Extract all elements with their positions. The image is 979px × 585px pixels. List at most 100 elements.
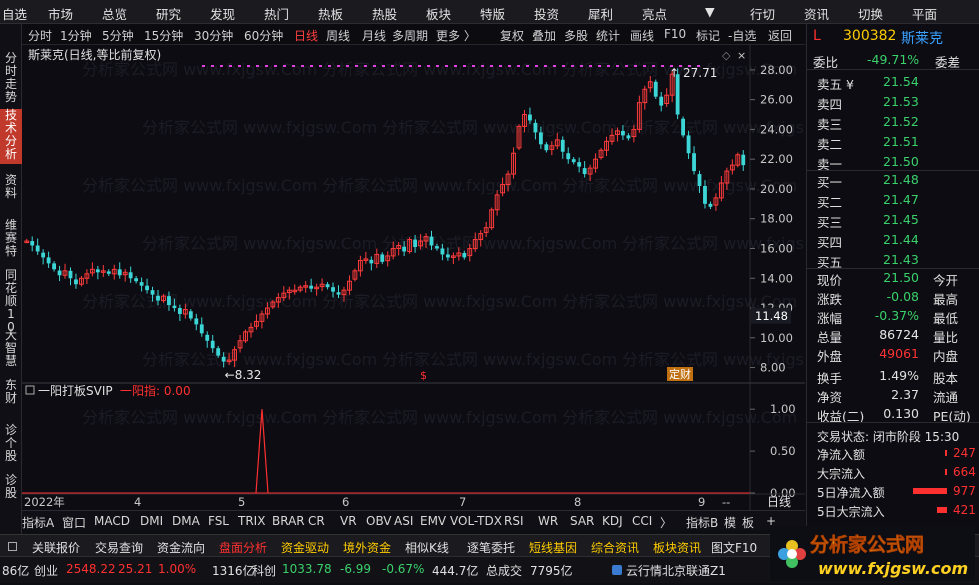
top-menu-item-3[interactable]: 研究 <box>156 7 182 22</box>
collapse-icon[interactable] <box>25 385 35 395</box>
top-menu-item-12[interactable]: 亮点 <box>642 7 668 22</box>
watermark-text: 分析家公式网 www.fxjgsw.Com <box>382 350 617 369</box>
indicator-tab-10[interactable]: OBV <box>366 514 392 528</box>
diamond-icon[interactable]: ◇ <box>722 49 731 62</box>
indicator-tab-0[interactable]: 指标A <box>22 516 55 530</box>
indicator-tab-15[interactable]: WR <box>538 514 559 528</box>
event-marker-fin[interactable]: 定财 <box>669 367 691 381</box>
close-icon[interactable]: × <box>737 49 746 62</box>
indicator-tab-13[interactable]: VOL-TDX <box>450 514 502 528</box>
indicator-tab-11[interactable]: ASI <box>394 514 414 528</box>
indicator-tab-8[interactable]: CR <box>308 514 325 528</box>
indicator-tab-1[interactable]: 窗口 <box>62 516 87 530</box>
toolbar-item-17[interactable]: 标记 <box>696 29 721 43</box>
toolbar-item-12[interactable]: 叠加 <box>532 29 557 43</box>
indicator-tab-18[interactable]: CCI <box>632 514 653 528</box>
toolbar-item-6[interactable]: 日线 <box>294 29 319 43</box>
indicator-tab-17[interactable]: KDJ <box>602 514 623 528</box>
indicator-tab-19[interactable]: 〉 <box>660 516 673 530</box>
indicator-tab-12[interactable]: EMV <box>420 514 447 528</box>
toolbar-item-8[interactable]: 月线 <box>362 29 387 43</box>
indicator-tab-14[interactable]: RSI <box>504 514 524 528</box>
func-tab-2[interactable]: 资金流向 <box>157 541 206 555</box>
x-axis-more[interactable]: -- <box>722 495 730 509</box>
func-tab-0[interactable]: 关联报价 <box>32 541 81 555</box>
indicator-tab-21[interactable]: 模 <box>724 516 737 530</box>
toolbar-item-19[interactable]: 返回 <box>768 29 793 43</box>
status-item-1: 创业 <box>34 564 59 578</box>
ask-price: 21.54 <box>883 74 919 89</box>
toolbar-item-2[interactable]: 5分钟 <box>102 29 134 43</box>
toolbar-item-0[interactable]: 分时 <box>28 29 53 43</box>
event-marker-s[interactable]: $ <box>420 369 427 382</box>
top-menu-item-5[interactable]: 热门 <box>264 7 290 22</box>
top-menu-item-9[interactable]: 特版 <box>480 7 506 22</box>
func-tab-5[interactable]: 境外资金 <box>343 541 392 555</box>
top-menu-item-7[interactable]: 热股 <box>372 7 398 22</box>
menu-square-icon[interactable] <box>8 542 17 551</box>
top-menu-item-11[interactable]: 犀利 <box>588 7 614 22</box>
func-tab-11[interactable]: 图文F10 <box>711 541 758 555</box>
top-menu-item-16[interactable]: 切换 <box>858 7 884 22</box>
func-tab-4[interactable]: 资金驱动 <box>281 541 330 555</box>
indicator-tab-7[interactable]: BRAR <box>272 514 305 528</box>
top-menu-item-8[interactable]: 板块 <box>426 7 452 22</box>
func-tab-9[interactable]: 综合资讯 <box>591 541 640 555</box>
chart-area[interactable]: 分析家公式网 www.fxjgsw.Com 分析家公式网 www.fxjgsw.C… <box>22 45 857 510</box>
left-tab-8[interactable]: 诊股 <box>4 473 17 500</box>
left-tab-7[interactable]: 诊个股 <box>4 423 17 463</box>
left-tab-2[interactable]: 资料 <box>4 173 17 200</box>
func-tab-3[interactable]: 盘面分析 <box>219 541 268 555</box>
top-menu-item-17[interactable]: 平面 <box>912 7 938 22</box>
func-tab-6[interactable]: 相似K线 <box>405 541 449 555</box>
func-tab-1[interactable]: 交易查询 <box>95 541 144 555</box>
top-menu-item-0[interactable]: 自选 <box>2 7 28 22</box>
left-tab-5[interactable]: 大智慧 <box>4 328 17 368</box>
indicator-tab-6[interactable]: TRIX <box>238 514 266 528</box>
candle-body <box>281 292 287 299</box>
func-tab-7[interactable]: 逐笔委托 <box>467 541 516 555</box>
indicator-tab-16[interactable]: SAR <box>570 514 595 528</box>
watermark-text: 分析家公式网 www.fxjgsw.Com <box>322 408 557 427</box>
indicator-tab-5[interactable]: FSL <box>208 514 229 528</box>
candle-body <box>303 285 309 288</box>
top-menu-item-14[interactable]: 行切 <box>750 7 776 22</box>
func-tab-10[interactable]: 板块资讯 <box>653 541 702 555</box>
signal-dash <box>229 65 232 67</box>
toolbar-item-7[interactable]: 周线 <box>326 29 351 43</box>
toolbar-item-4[interactable]: 30分钟 <box>194 29 234 43</box>
top-menu-item-13[interactable]: ▼ <box>705 4 715 19</box>
left-tab-0[interactable]: 分时走势 <box>4 51 17 104</box>
left-tab-4[interactable]: 同花顺10 <box>4 268 17 334</box>
top-menu-item-10[interactable]: 投资 <box>534 7 560 22</box>
toolbar-item-1[interactable]: 1分钟 <box>60 29 92 43</box>
toolbar-item-10[interactable]: 更多 〉 <box>436 29 476 43</box>
top-menu-item-4[interactable]: 发现 <box>210 7 236 22</box>
indicator-tab-3[interactable]: DMI <box>140 514 164 528</box>
left-tab-6[interactable]: 东财 <box>4 378 17 405</box>
indicator-tab-2[interactable]: MACD <box>94 514 130 528</box>
toolbar-item-14[interactable]: 统计 <box>596 29 621 43</box>
func-tab-8[interactable]: 短线基因 <box>529 541 578 555</box>
indicator-tab-4[interactable]: DMA <box>172 514 200 528</box>
top-menu-item-15[interactable]: 资讯 <box>804 7 830 22</box>
indicator-tab-20[interactable]: 指标B <box>686 516 719 530</box>
toolbar-item-3[interactable]: 15分钟 <box>144 29 184 43</box>
top-menu-item-6[interactable]: 热板 <box>318 7 344 22</box>
toolbar-item-18[interactable]: -自选 <box>728 29 757 43</box>
toolbar-item-16[interactable]: F10 <box>664 27 687 41</box>
left-tab-1[interactable]: 技术分析 <box>0 109 22 164</box>
left-tab-3[interactable]: 维赛特 <box>4 218 17 258</box>
top-menu-item-2[interactable]: 总览 <box>102 7 128 22</box>
toolbar-item-5[interactable]: 60分钟 <box>244 29 284 43</box>
kline-chart-svg[interactable]: 分析家公式网 www.fxjgsw.Com 分析家公式网 www.fxjgsw.C… <box>22 45 857 510</box>
indicator-tab-22[interactable]: 板 <box>742 516 755 530</box>
top-menu-item-1[interactable]: 市场 <box>48 7 74 22</box>
indicator-tab-23[interactable]: + <box>766 514 777 528</box>
indicator-tab-9[interactable]: VR <box>340 514 357 528</box>
toolbar-item-11[interactable]: 复权 <box>500 29 525 43</box>
site-logo: 分析家公式网 www.fxjgsw.com <box>770 526 975 581</box>
toolbar-item-13[interactable]: 多股 <box>564 29 589 43</box>
toolbar-item-15[interactable]: 画线 <box>630 29 655 43</box>
toolbar-item-9[interactable]: 多周期 <box>392 29 429 43</box>
